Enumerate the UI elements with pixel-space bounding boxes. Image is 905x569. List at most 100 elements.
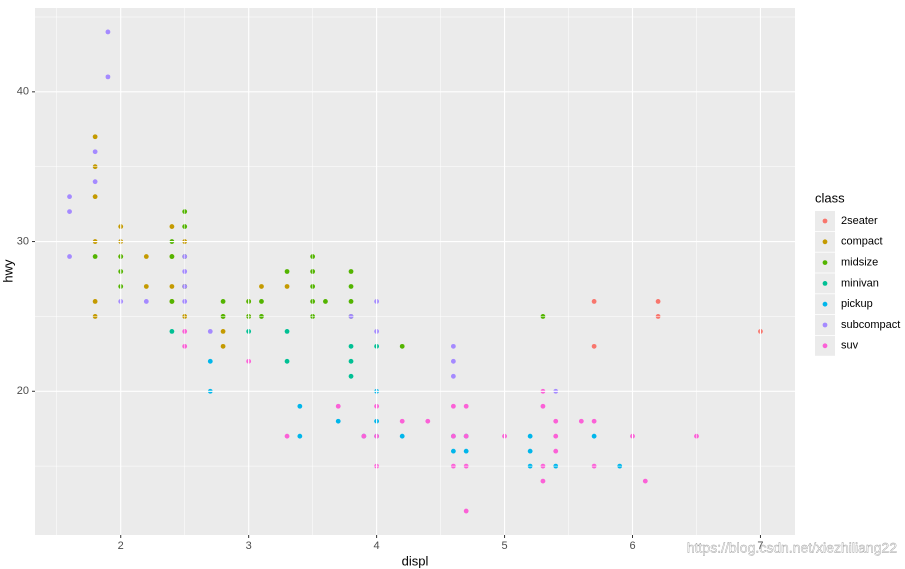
- x-tick-label: 3: [246, 540, 252, 552]
- point: [220, 343, 226, 349]
- legend-label: 2seater: [841, 215, 878, 227]
- point: [361, 433, 367, 439]
- point: [323, 299, 328, 304]
- x-tick-label: 2: [118, 540, 124, 552]
- point: [591, 418, 597, 424]
- point: [527, 448, 533, 454]
- legend-label: midsize: [841, 257, 878, 269]
- x-axis-title: displ: [402, 553, 429, 568]
- point: [92, 254, 98, 259]
- y-axis-title: hwy: [0, 259, 15, 283]
- point: [463, 403, 469, 409]
- point: [207, 328, 213, 334]
- legend-label: subcompact: [841, 319, 900, 331]
- point: [399, 418, 405, 424]
- watermark: https://blog.csdn.net/xiezhiliang22: [687, 540, 897, 556]
- legend-label: minivan: [841, 277, 879, 289]
- point: [284, 284, 290, 289]
- point: [207, 358, 213, 364]
- point: [348, 358, 354, 364]
- point: [67, 254, 72, 259]
- point: [540, 478, 546, 484]
- point: [425, 418, 431, 424]
- point: [105, 29, 111, 35]
- legend-marker: [822, 260, 828, 265]
- point: [348, 343, 354, 349]
- x-tick-label: 4: [374, 540, 380, 552]
- y-tick-label: 20: [17, 385, 29, 397]
- point: [92, 179, 98, 185]
- point: [67, 194, 72, 200]
- point: [348, 373, 354, 379]
- point: [284, 269, 290, 274]
- point: [348, 284, 354, 289]
- legend-marker: [822, 343, 828, 349]
- legend-marker: [822, 281, 828, 286]
- legend-marker: [822, 301, 828, 307]
- point: [591, 343, 597, 349]
- point: [591, 299, 597, 304]
- legend-marker: [822, 239, 828, 245]
- point: [169, 254, 175, 259]
- legend-marker: [822, 218, 828, 224]
- point: [297, 433, 303, 439]
- point: [578, 418, 584, 424]
- y-tick-label: 40: [17, 86, 29, 98]
- point: [67, 209, 72, 215]
- point: [348, 299, 354, 304]
- point: [399, 343, 405, 349]
- point: [591, 433, 597, 439]
- legend-marker: [822, 322, 828, 328]
- point: [655, 299, 661, 304]
- point: [335, 418, 341, 424]
- legend-label: suv: [841, 340, 859, 352]
- point: [399, 433, 405, 439]
- point: [540, 403, 546, 409]
- point: [92, 299, 98, 304]
- point: [92, 134, 98, 140]
- point: [92, 194, 98, 200]
- panel: [35, 8, 795, 535]
- point: [335, 403, 341, 409]
- point: [642, 478, 648, 484]
- point: [463, 508, 469, 514]
- point: [92, 149, 98, 155]
- point: [450, 403, 456, 409]
- point: [450, 448, 456, 454]
- legend-label: pickup: [841, 298, 873, 310]
- point: [143, 299, 149, 304]
- point: [220, 328, 226, 334]
- point: [463, 433, 469, 439]
- point: [143, 284, 149, 289]
- point: [284, 433, 290, 439]
- point: [169, 284, 175, 289]
- point: [259, 299, 264, 304]
- point: [450, 433, 456, 439]
- y-tick-label: 30: [17, 235, 29, 247]
- point: [105, 74, 111, 80]
- point: [297, 403, 303, 409]
- point: [553, 433, 559, 439]
- point: [169, 224, 175, 229]
- x-tick-label: 6: [629, 540, 635, 552]
- point: [169, 328, 175, 334]
- point: [143, 254, 149, 259]
- point: [169, 299, 175, 304]
- point: [450, 343, 456, 349]
- point: [450, 358, 456, 364]
- point: [463, 448, 469, 454]
- point: [220, 299, 226, 304]
- point: [450, 373, 456, 379]
- x-tick-label: 5: [501, 540, 507, 552]
- point: [284, 328, 290, 334]
- point: [553, 448, 559, 454]
- legend-label: compact: [841, 236, 883, 248]
- point: [284, 358, 290, 364]
- point: [348, 269, 354, 274]
- point: [553, 418, 559, 424]
- legend-title: class: [815, 190, 845, 205]
- point: [259, 284, 264, 289]
- point: [527, 433, 533, 439]
- x-tick-label: 7: [757, 540, 763, 552]
